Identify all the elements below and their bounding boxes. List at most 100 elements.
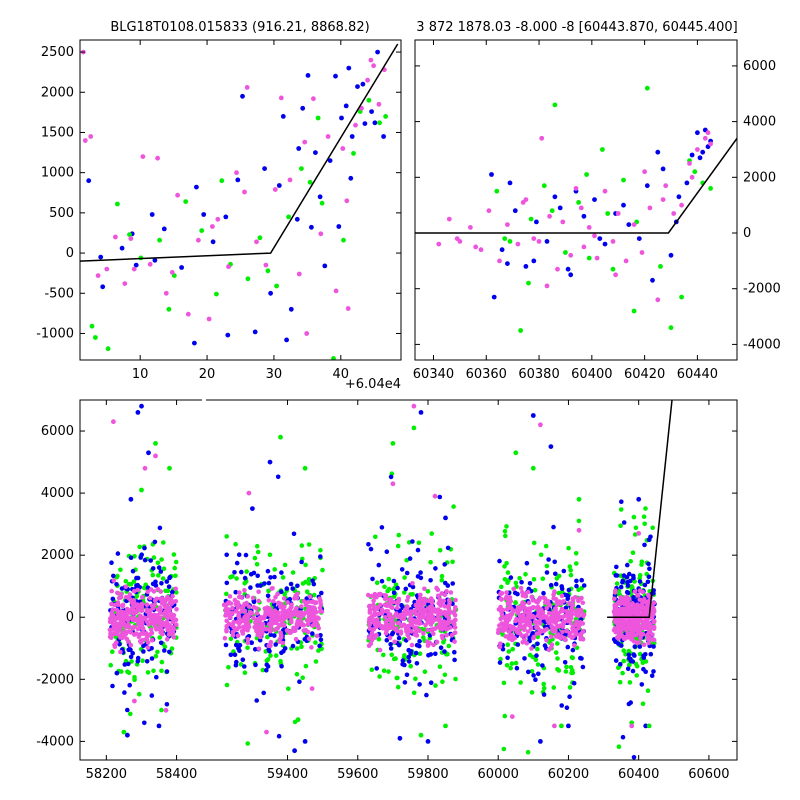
chart-2-cloud-point: [495, 630, 501, 635]
chart-2-cloud-point: [374, 580, 380, 585]
chart-2-cloud-point: [295, 583, 300, 589]
chart-2-cloud-point: [399, 567, 405, 572]
chart-2-cloud-point: [311, 581, 317, 587]
chart-2-cloud-point: [544, 605, 549, 611]
chart-1-series-blue-point: [568, 272, 574, 278]
chart-2-cloud-point: [504, 663, 510, 668]
chart-2-cloud-point: [144, 659, 150, 664]
chart-2-cloud-point: [273, 642, 279, 647]
chart-2-cloud-point: [504, 590, 509, 595]
chart-2-cloud-point: [629, 584, 634, 589]
chart-2-cloud-point: [442, 562, 448, 567]
chart-2-cloud-point: [129, 606, 135, 611]
chart-2-cloud-point: [127, 682, 132, 688]
chart-2-cloud-point: [646, 629, 652, 635]
chart-2-cloud-point: [386, 576, 392, 582]
chart-2-cloud-point: [561, 619, 566, 624]
chart-2-cloud-point: [618, 601, 623, 607]
chart-2-cloud-point: [650, 632, 655, 637]
chart-2-cloud-point: [502, 577, 508, 582]
chart-2-cloud-point: [262, 581, 267, 586]
chart-2-cloud-point: [446, 643, 452, 649]
chart-2-cloud-point: [121, 610, 126, 615]
chart-2-cloud-point: [156, 565, 162, 570]
chart-2-cloud-point: [621, 658, 626, 664]
chart-2-cloud-point: [535, 604, 541, 610]
chart-0-series-blue-point: [300, 105, 306, 111]
chart-2-series-green-point: [443, 723, 448, 729]
chart-1-series-green-point: [507, 239, 513, 244]
chart-2-cloud-point: [302, 636, 308, 642]
chart-2-cloud-point: [121, 621, 126, 627]
chart-2-cloud-point: [395, 585, 400, 591]
chart-2-y-tick-label: 6000: [41, 424, 74, 439]
chart-2-cloud-point: [312, 592, 317, 598]
chart-2-cloud-point: [123, 594, 129, 600]
chart-2-cloud-point: [235, 605, 241, 611]
chart-2-cloud-point: [618, 584, 624, 590]
chart-2-cloud-point: [574, 631, 579, 637]
chart-2-cloud-point: [317, 643, 322, 649]
chart-2-cloud-point: [624, 594, 630, 600]
chart-2-cloud-point: [366, 643, 372, 648]
chart-0-series-magenta-point: [318, 231, 324, 237]
chart-2-cloud-point: [271, 599, 276, 604]
chart-1-series-blue-point: [507, 180, 513, 186]
chart-2-cloud-point: [123, 584, 129, 589]
chart-2-cloud-point: [569, 611, 575, 617]
chart-0-series-magenta-point: [254, 239, 259, 245]
chart-2-cloud-point: [447, 610, 453, 616]
chart-2-cloud-point: [406, 659, 412, 664]
chart-2-cloud-point: [536, 671, 541, 677]
chart-2-cloud-point: [254, 562, 260, 567]
chart-2-series-magenta-point: [246, 490, 252, 496]
chart-2-cloud-point: [299, 543, 305, 548]
chart-2-series-green-point: [139, 487, 144, 493]
chart-2-cloud-point: [452, 657, 457, 663]
chart-2-cloud-point: [123, 578, 129, 584]
chart-2-cloud-point: [437, 664, 443, 669]
chart-2-cloud-point: [174, 622, 179, 627]
chart-0-series-blue-point: [369, 109, 374, 114]
chart-2-cloud-point: [252, 555, 258, 561]
chart-2-cloud-point: [550, 616, 555, 621]
chart-2-cloud-point: [299, 559, 304, 565]
chart-2-cloud-point: [242, 614, 247, 620]
chart-1-series-magenta-point: [602, 188, 608, 194]
chart-2-cloud-point: [315, 615, 321, 620]
chart-2-cloud-point: [285, 600, 290, 605]
chart-2-cloud-point: [268, 639, 274, 645]
chart-2-series-magenta-point: [309, 686, 315, 691]
chart-2-series-green-point: [418, 732, 424, 738]
chart-1-series-green-point: [502, 236, 508, 242]
chart-2-cloud-point: [158, 640, 164, 646]
chart-2-cloud-point: [112, 615, 117, 621]
chart-2-cloud-point: [317, 605, 323, 611]
chart-2-cloud-point: [134, 594, 140, 599]
chart-2-cloud-point: [306, 605, 312, 610]
chart-2-cloud-point: [438, 645, 444, 650]
chart-2-cloud-point: [367, 622, 372, 628]
chart-2-cloud-point: [146, 622, 151, 627]
chart-2-cloud-point: [313, 659, 319, 664]
chart-2-cloud-point: [616, 611, 622, 616]
chart-1-series-magenta-point: [497, 258, 502, 264]
chart-2-cloud-point: [281, 596, 287, 601]
chart-2-x-tick-label: 59800: [407, 767, 448, 782]
chart-2-points: [107, 400, 673, 760]
chart-2-cloud-point: [375, 623, 380, 628]
chart-1-series-blue-point: [565, 266, 571, 272]
chart-2-cloud-point: [414, 625, 419, 631]
chart-1-series-green-point: [494, 188, 500, 194]
chart-2-cloud-point: [135, 655, 141, 661]
chart-2-cloud-point: [273, 617, 279, 623]
chart-2-cloud-point: [173, 573, 178, 579]
chart-2-cloud-point: [529, 646, 534, 651]
chart-1-series-blue-point: [512, 208, 518, 214]
chart-2-cloud-point: [562, 660, 568, 665]
chart-2-cloud-point: [240, 657, 246, 662]
chart-2-cloud-point: [170, 593, 175, 599]
chart-2-cloud-point: [376, 562, 382, 568]
chart-2-cloud-point: [240, 631, 246, 636]
chart-1-series-blue-point: [689, 152, 695, 158]
